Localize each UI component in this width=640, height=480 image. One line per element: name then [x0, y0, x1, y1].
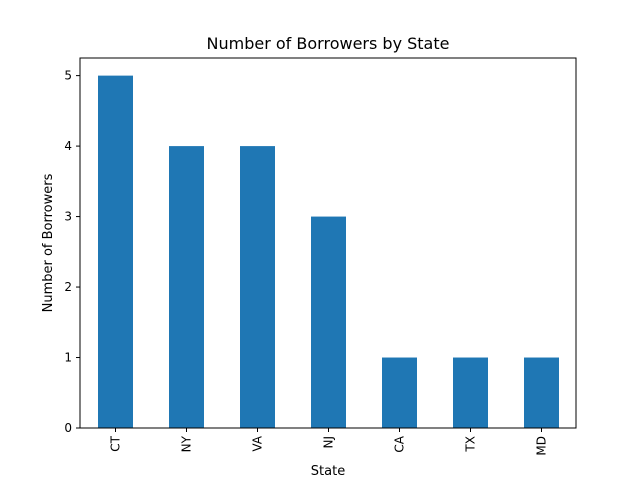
- bar-tx: [453, 357, 488, 428]
- y-tick-label: 5: [64, 69, 72, 83]
- y-tick-label: 2: [64, 280, 72, 294]
- plot-frame: [79, 57, 577, 429]
- x-axis-label: State: [311, 464, 345, 479]
- x-tick-label: CT: [109, 435, 123, 451]
- bar-md: [524, 357, 559, 428]
- bar-ny: [169, 146, 204, 428]
- x-tick-label: VA: [251, 435, 265, 451]
- y-tick-label: 4: [64, 139, 72, 153]
- x-axis-ticks: CT NY VA NJ CA TX MD: [109, 428, 549, 456]
- y-axis-label: Number of Borrowers: [41, 173, 56, 312]
- x-tick-label: MD: [535, 436, 549, 456]
- x-tick-label: NJ: [322, 436, 336, 449]
- y-tick-label: 0: [64, 421, 72, 435]
- bar-nj: [311, 216, 346, 428]
- x-tick-label: TX: [464, 436, 478, 453]
- bar-ca: [382, 357, 417, 428]
- bars-group: [98, 75, 559, 428]
- chart-title: Number of Borrowers by State: [207, 34, 450, 53]
- y-axis-ticks: 0 1 2 3 4 5: [64, 69, 80, 435]
- x-tick-label: CA: [393, 435, 407, 452]
- bar-va: [240, 146, 275, 428]
- bar-ct: [98, 75, 133, 428]
- x-tick-label: NY: [180, 435, 194, 452]
- y-tick-label: 3: [64, 210, 72, 224]
- y-tick-label: 1: [64, 351, 72, 365]
